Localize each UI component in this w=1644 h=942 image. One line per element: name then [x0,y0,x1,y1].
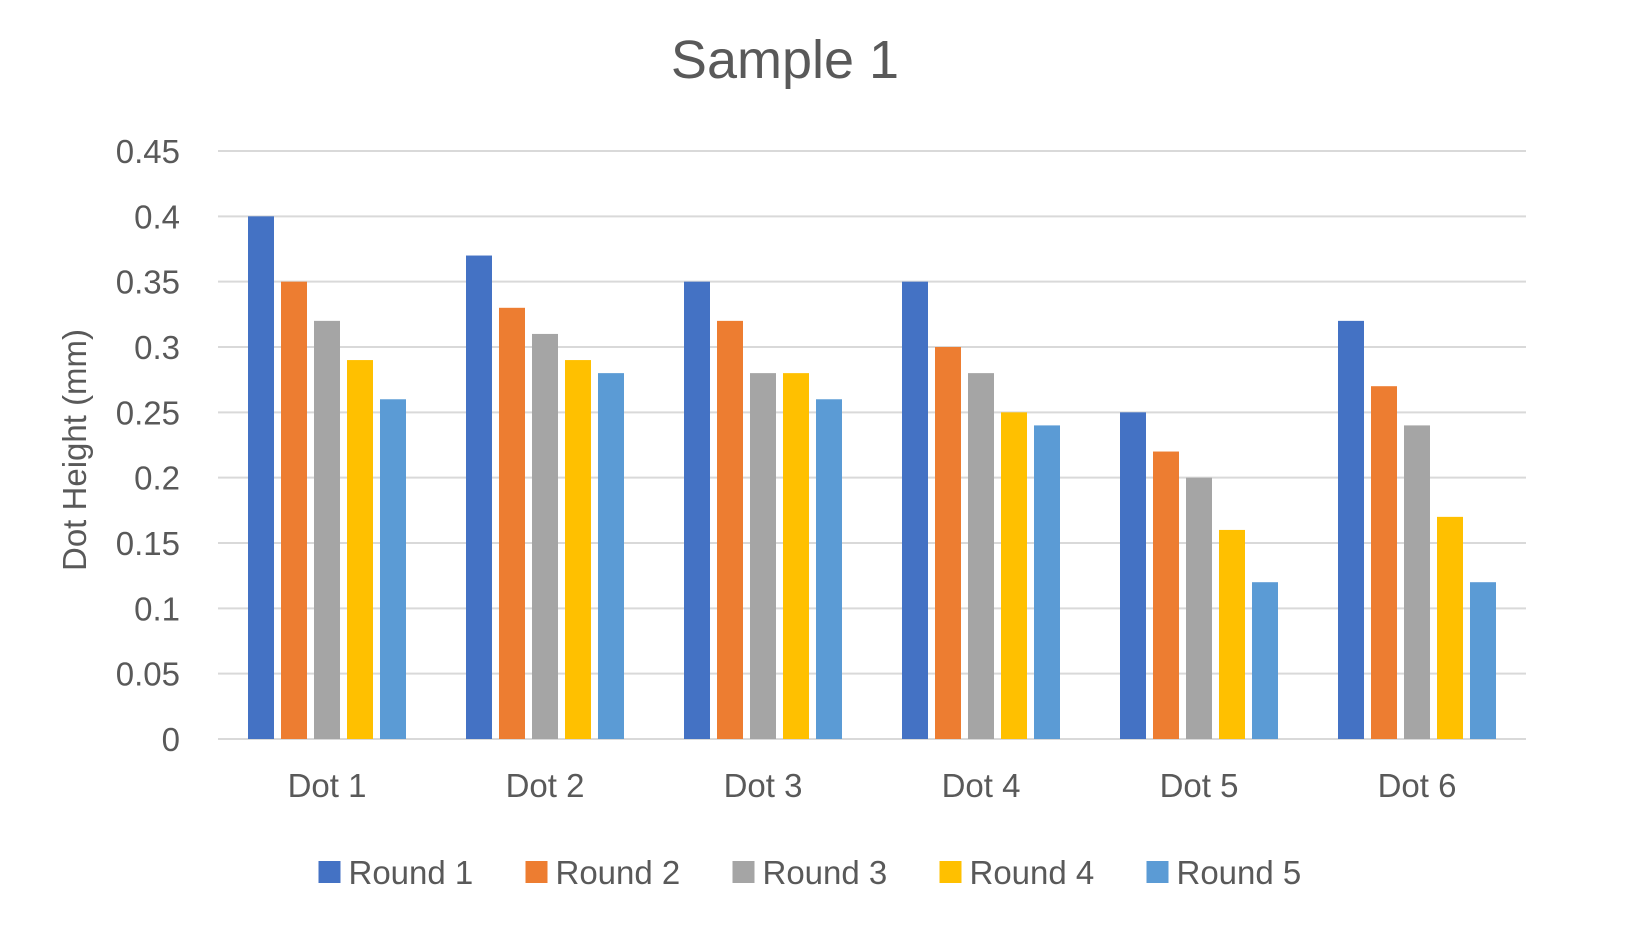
x-tick-label: Dot 4 [942,767,1021,804]
legend-swatch [939,861,962,883]
legend-swatch [732,861,755,883]
bar-dot-6-round-2 [1371,386,1397,739]
bar-dot-2-round-5 [598,373,624,739]
legend-label: Round 2 [556,854,681,891]
bar-dot-2-round-2 [499,307,525,739]
y-tick-label: 0.1 [134,590,180,627]
gridlines [218,150,1526,740]
bar-dot-3-round-3 [750,373,776,739]
y-tick-label: 0.4 [134,198,180,235]
bar-dot-2-round-3 [532,333,558,739]
bar-dot-1-round-3 [314,320,340,739]
bar-dot-5-round-3 [1186,477,1212,739]
y-tick-label: 0.05 [116,656,180,693]
x-tick-label: Dot 3 [724,767,803,804]
y-axis-title: Dot Height (mm) [56,329,93,571]
bar-dot-3-round-5 [816,399,842,739]
x-tick-label: Dot 1 [288,767,367,804]
bar-dot-6-round-4 [1437,516,1463,739]
x-tick-label: Dot 5 [1160,767,1239,804]
bar-dot-5-round-4 [1219,529,1245,739]
y-axis-ticks: 0 0.05 0.1 0.15 0.2 0.25 0.3 0.35 0.4 0.45 [116,133,180,758]
bar-dot-4-round-5 [1034,425,1060,739]
legend-label: Round 1 [349,854,474,891]
legend-label: Round 5 [1177,854,1302,891]
y-tick-label: 0.2 [134,460,180,497]
bar-dot-2-round-1 [466,255,492,740]
bar-dot-3-round-2 [717,320,743,739]
x-axis-ticks: Dot 1 Dot 2 Dot 3 Dot 4 Dot 5 Dot 6 [288,767,1457,804]
legend-label: Round 3 [763,854,888,891]
bar-dot-3-round-1 [684,281,710,739]
bars [248,216,1496,740]
bar-dot-2-round-4 [565,360,591,739]
bar-dot-1-round-4 [347,360,373,739]
bar-dot-3-round-4 [783,373,809,739]
bar-dot-4-round-4 [1001,412,1027,739]
bar-dot-1-round-5 [380,399,406,739]
legend: Round 1 Round 2 Round 3 Round 4 Round 5 [318,854,1302,891]
legend-swatch [318,861,341,883]
bar-dot-5-round-5 [1252,582,1278,739]
x-tick-label: Dot 2 [506,767,585,804]
y-tick-label: 0 [162,721,180,758]
x-tick-label: Dot 6 [1378,767,1457,804]
bar-dot-5-round-2 [1153,451,1179,739]
bar-dot-5-round-1 [1120,412,1146,739]
bar-dot-4-round-3 [968,373,994,739]
legend-swatch [1146,861,1169,883]
y-tick-label: 0.25 [116,394,180,431]
bar-dot-6-round-1 [1338,320,1364,739]
y-tick-label: 0.45 [116,133,180,170]
legend-label: Round 4 [970,854,1095,891]
y-tick-label: 0.35 [116,264,180,301]
y-tick-label: 0.3 [134,329,180,366]
bar-dot-1-round-1 [248,216,274,740]
legend-swatch [525,861,548,883]
bar-dot-6-round-5 [1470,582,1496,739]
y-tick-label: 0.15 [116,525,180,562]
bar-dot-4-round-2 [935,347,961,739]
bar-dot-4-round-1 [902,281,928,739]
bar-dot-1-round-2 [281,281,307,739]
chart-title: Sample 1 [671,30,899,90]
bar-dot-6-round-3 [1404,425,1430,739]
